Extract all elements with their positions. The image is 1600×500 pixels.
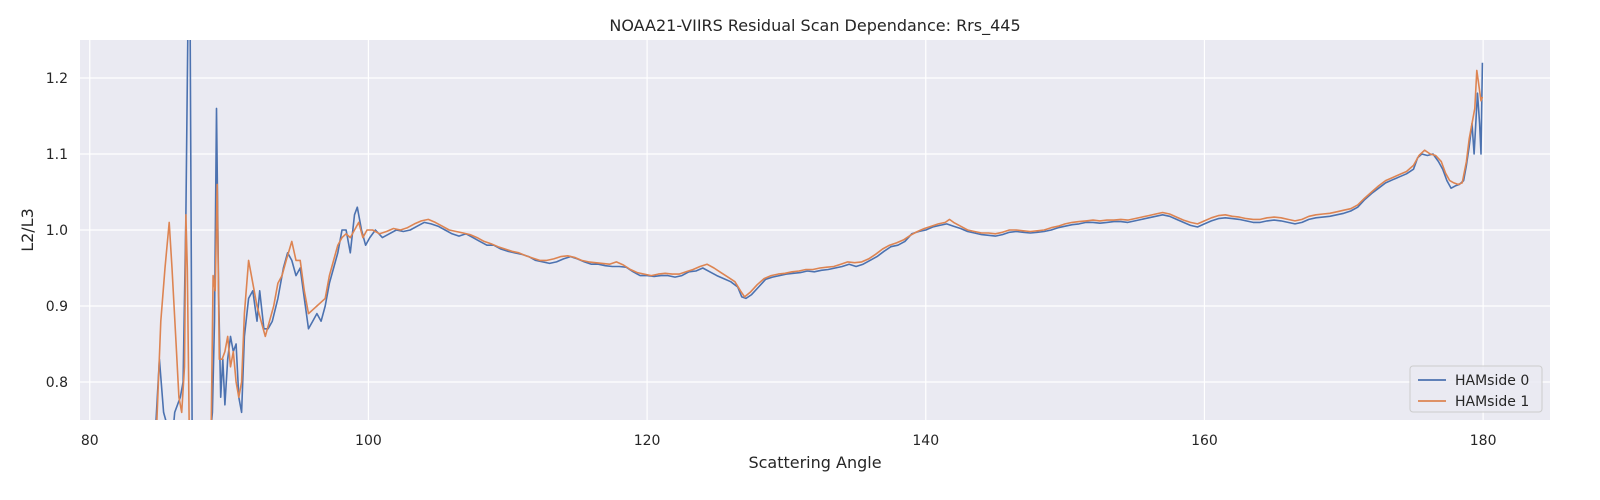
y-tick-label: 1.2 [46, 71, 68, 87]
chart-title: NOAA21-VIIRS Residual Scan Dependance: R… [609, 16, 1020, 36]
x-tick-label: 100 [355, 433, 382, 449]
series-layer [155, 40, 1484, 420]
legend-label: HAMside 1 [1455, 394, 1529, 410]
x-tick-label: 140 [912, 433, 939, 449]
legend: HAMside 0 HAMside 1 [1409, 365, 1543, 413]
series-line-hamside-0 [155, 40, 1484, 420]
x-tick-label: 180 [1470, 433, 1497, 449]
y-tick-label: 0.8 [46, 375, 68, 391]
ticks: 80 100 120 140 160 180 0.8 0.9 1.0 1.1 1.2 [46, 71, 1497, 449]
y-tick-label: 1.1 [46, 147, 68, 163]
y-axis-label: L2/L3 [18, 208, 37, 252]
x-tick-label: 160 [1191, 433, 1218, 449]
x-axis-label: Scattering Angle [748, 453, 881, 472]
x-tick-label: 80 [81, 433, 99, 449]
legend-label: HAMside 0 [1455, 373, 1529, 389]
x-tick-label: 120 [634, 433, 661, 449]
series-line-hamside-1 [156, 69, 1484, 420]
y-tick-label: 0.9 [46, 299, 68, 315]
y-tick-label: 1.0 [46, 223, 68, 239]
